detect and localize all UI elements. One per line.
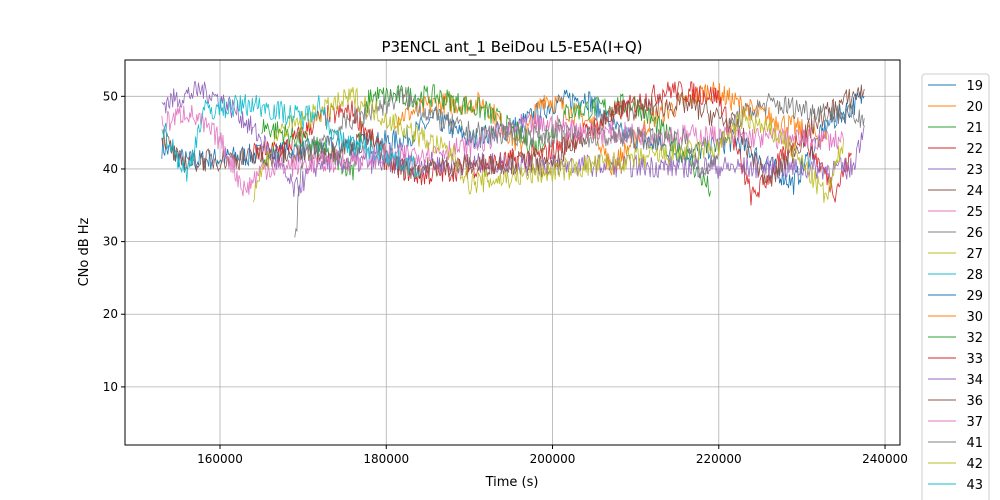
series-line-26	[294, 87, 865, 238]
y-axis-label: CNo dB Hz	[77, 217, 92, 286]
x-tick-label: 240000	[862, 452, 908, 466]
x-tick-label: 200000	[530, 452, 576, 466]
legend-label: 21	[966, 121, 983, 136]
legend-label: 28	[966, 268, 983, 283]
y-tick-label: 50	[103, 89, 118, 103]
legend-label: 22	[966, 142, 983, 157]
plot-frame	[124, 59, 901, 446]
chart-title: P3ENCL ant_1 BeiDou L5-E5A(I+Q)	[381, 38, 642, 57]
axis-ticks: 160000 180000 200000 220000 240000 10 20 30 40 50	[103, 89, 908, 466]
y-tick-label: 20	[103, 307, 118, 321]
x-tick-label: 160000	[197, 452, 243, 466]
legend-label: 30	[966, 310, 983, 325]
legend-box	[921, 73, 990, 500]
legend-label: 27	[966, 247, 983, 262]
legend-label: 25	[966, 205, 983, 220]
legend-label: 37	[966, 415, 983, 430]
series-line-22	[252, 81, 853, 206]
y-tick-label: 30	[103, 235, 118, 249]
legend-label: 29	[966, 289, 983, 304]
legend-label: 33	[966, 352, 983, 367]
legend-label: 32	[966, 331, 983, 346]
legend: 19 20 21 22 23 24 25 26 27 28 29 30 32 33 34 36 37 41 42 43…	[921, 73, 990, 500]
y-tick-label: 10	[103, 380, 118, 394]
legend-label: 41	[966, 436, 983, 451]
legend-label: 20	[966, 100, 983, 115]
legend-label: 34	[966, 373, 983, 388]
series-line-24	[161, 84, 865, 187]
x-tick-label: 220000	[696, 452, 742, 466]
series-line-27	[252, 86, 844, 203]
legend-label: 36	[966, 394, 983, 409]
legend-label: 19	[966, 79, 983, 94]
legend-label: 24	[966, 184, 983, 199]
series-line-28	[161, 94, 420, 182]
legend-label: 43	[966, 478, 983, 493]
x-axis-label: Time (s)	[485, 475, 539, 490]
legend-label: 23	[966, 163, 983, 178]
x-tick-label: 180000	[363, 452, 409, 466]
series-line-23	[161, 81, 865, 197]
series-lines	[161, 81, 865, 238]
legend-label: 42	[966, 457, 983, 472]
legend-label: 26	[966, 226, 983, 241]
y-tick-label: 40	[103, 162, 118, 176]
